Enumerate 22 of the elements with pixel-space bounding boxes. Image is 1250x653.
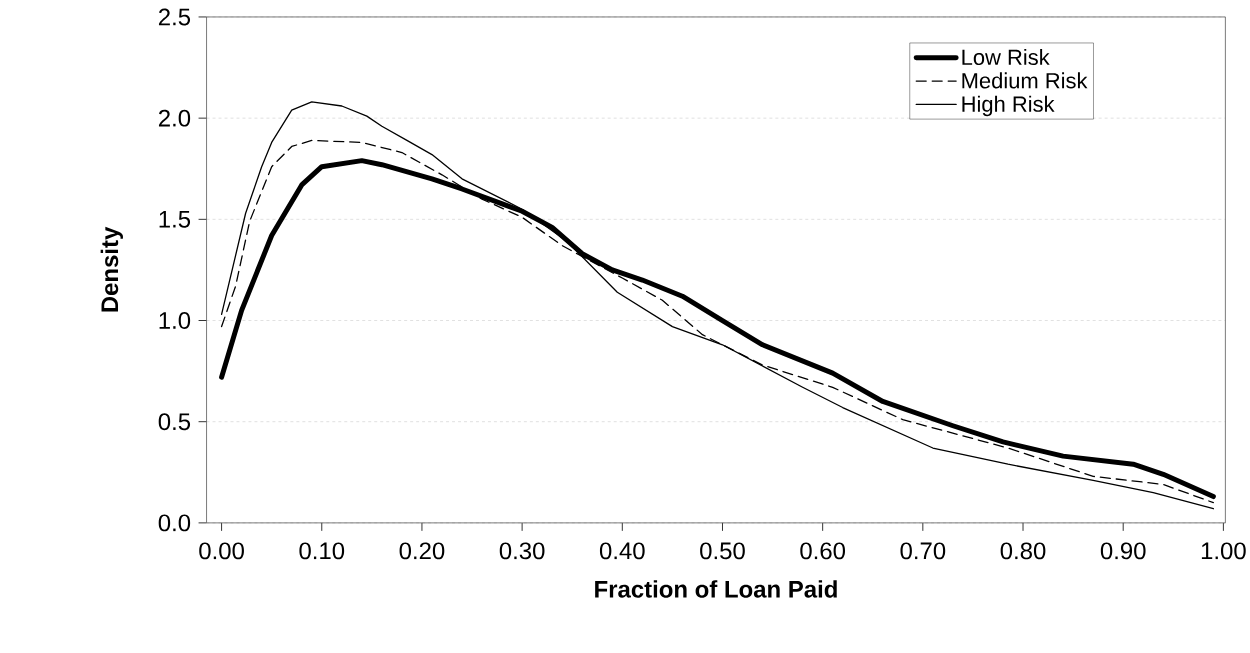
x-tick-label: 0.20 [399, 542, 445, 560]
legend-label: High Risk [962, 95, 1055, 117]
x-axis-title: Fraction of Loan Paid [595, 580, 837, 598]
x-tick-label: 0.80 [1000, 542, 1046, 560]
y-tick-label: 2.5 [158, 8, 191, 26]
y-tick-label: 0.5 [158, 413, 191, 431]
y-tick-label: 1.0 [159, 312, 191, 330]
x-tick-label: 0.70 [900, 542, 946, 560]
legend-label: Low Risk [962, 49, 1050, 66]
x-tick-label: 0.90 [1100, 542, 1146, 560]
x-tick-label: 0.00 [199, 542, 244, 560]
x-tick-label: 0.60 [800, 542, 846, 560]
legend-label: Medium Risk [962, 72, 1088, 89]
x-tick-label: 0.40 [599, 542, 645, 560]
y-tick-label: 1.5 [159, 211, 191, 228]
y-tick-label: 0.0 [158, 514, 191, 532]
x-tick-label: 0.30 [499, 542, 545, 560]
y-tick-label: 2.0 [158, 109, 191, 127]
x-tick-label: 0.50 [700, 542, 745, 560]
y-axis-title: Density [100, 226, 123, 312]
x-tick-label: 1.00 [1201, 542, 1246, 560]
x-tick-label: 0.10 [299, 542, 345, 560]
